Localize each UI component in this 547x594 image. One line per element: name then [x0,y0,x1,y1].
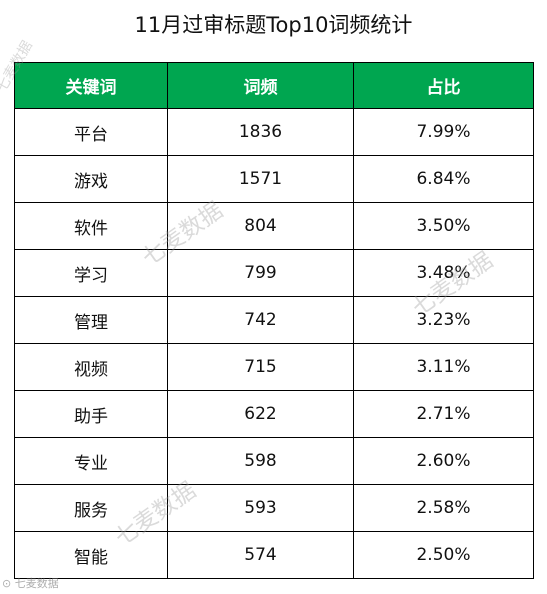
keyword-cell: 平台 [14,108,168,156]
ratio-cell: 7.99% [353,108,534,156]
table-row: 软件 804 3.50% [14,202,534,250]
frequency-cell: 1571 [167,155,354,203]
table-row: 服务 593 2.58% [14,484,534,532]
keyword-cell: 学习 [14,249,168,297]
keyword-cell: 软件 [14,202,168,250]
keyword-cell: 游戏 [14,155,168,203]
ratio-cell: 2.71% [353,390,534,438]
keyword-cell: 视频 [14,343,168,391]
footer-watermark: ⊙ 七麦数据 [2,575,59,591]
frequency-cell: 799 [167,249,354,297]
table-row: 游戏 1571 6.84% [14,155,534,203]
keyword-cell: 助手 [14,390,168,438]
table-row: 学习 799 3.48% [14,249,534,297]
table-row: 专业 598 2.60% [14,437,534,485]
column-header-ratio: 占比 [353,62,534,109]
table-row: 视频 715 3.11% [14,343,534,391]
frequency-cell: 574 [167,531,354,579]
ratio-cell: 3.50% [353,202,534,250]
frequency-cell: 593 [167,484,354,532]
table-row: 助手 622 2.71% [14,390,534,438]
keyword-cell: 管理 [14,296,168,344]
keyword-cell: 智能 [14,531,168,579]
table-row: 管理 742 3.23% [14,296,534,344]
frequency-cell: 742 [167,296,354,344]
frequency-cell: 715 [167,343,354,391]
ratio-cell: 2.58% [353,484,534,532]
ratio-cell: 3.48% [353,249,534,297]
ratio-cell: 6.84% [353,155,534,203]
frequency-cell: 622 [167,390,354,438]
keyword-cell: 专业 [14,437,168,485]
table-row: 智能 574 2.50% [14,531,534,579]
logo-icon: ⊙ [2,577,15,590]
table-header-row: 关键词 词频 占比 [14,62,534,109]
ratio-cell: 2.50% [353,531,534,579]
column-header-frequency: 词频 [167,62,354,109]
frequency-cell: 804 [167,202,354,250]
page-title: 11月过审标题Top10词频统计 [134,13,413,37]
column-header-keyword: 关键词 [14,62,168,109]
ratio-cell: 3.23% [353,296,534,344]
frequency-cell: 1836 [167,108,354,156]
ratio-cell: 2.60% [353,437,534,485]
ratio-cell: 3.11% [353,343,534,391]
frequency-cell: 598 [167,437,354,485]
word-frequency-table: 关键词 词频 占比 平台 1836 7.99% 游戏 1571 6.84% 软件… [14,62,534,579]
keyword-cell: 服务 [14,484,168,532]
footer-watermark-text: 七麦数据 [14,577,59,590]
table-row: 平台 1836 7.99% [14,108,534,156]
